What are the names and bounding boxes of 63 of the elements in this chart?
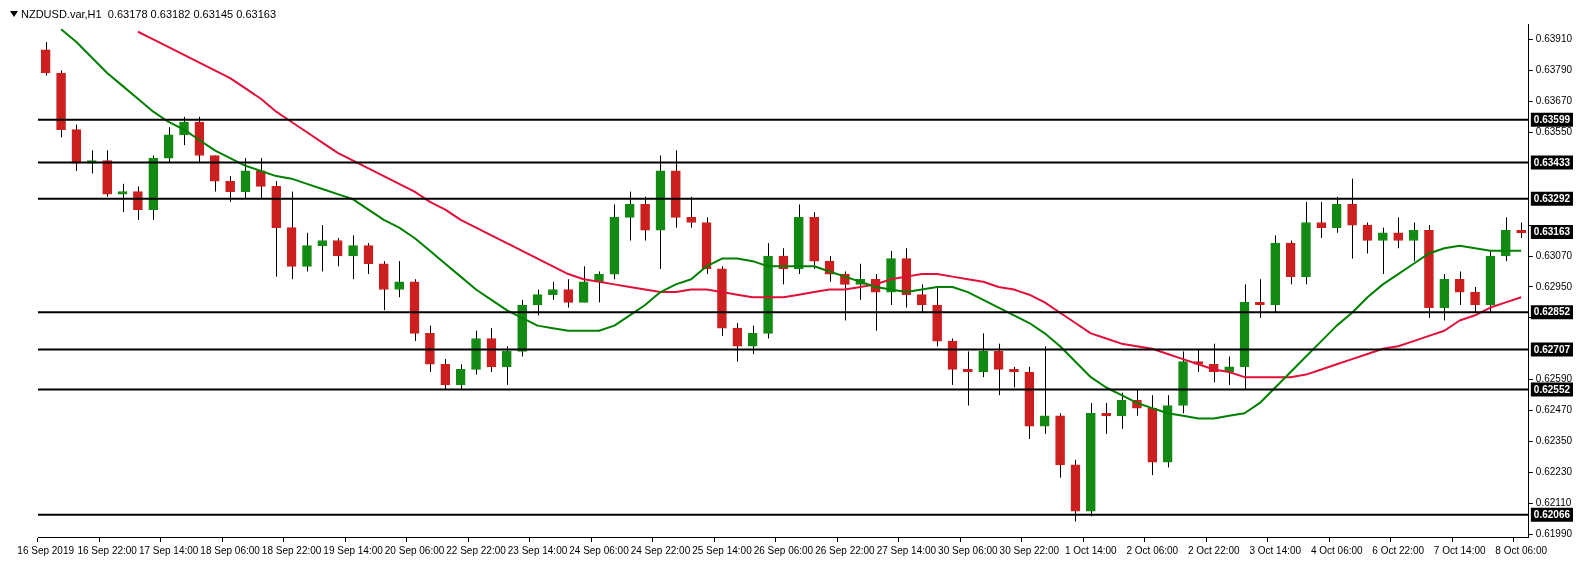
x-tick-label: 3 Oct 14:00 — [1249, 544, 1302, 556]
annotation: 0.63163 — [1533, 226, 1571, 238]
candlestick — [563, 278, 574, 309]
x-tick-label: 26 Sep 06:00 — [753, 544, 814, 556]
x-tick-label: 7 Oct 14:00 — [1433, 544, 1486, 556]
candlestick — [317, 224, 328, 272]
x-tick-label: 8 Oct 06:00 — [1495, 544, 1548, 556]
x-tick-label: 25 Sep 14:00 — [692, 544, 753, 556]
y-tick-label: 0.63550 — [1535, 126, 1573, 138]
y-tick-label: 0.62950 — [1535, 280, 1573, 292]
candlestick — [578, 265, 589, 303]
x-tick-label: 2 Oct 22:00 — [1187, 544, 1241, 556]
candlestick — [1362, 222, 1373, 254]
x-tick-label: 18 Sep 06:00 — [200, 544, 261, 556]
y-tick-label: 0.61990 — [1535, 528, 1573, 540]
y-tick-label: 0.63070 — [1535, 249, 1573, 261]
candlestick — [1408, 222, 1419, 262]
candlestick — [363, 242, 374, 275]
candlestick — [1378, 227, 1388, 275]
x-tick-label: 19 Sep 14:00 — [323, 544, 384, 556]
x-tick-label: 30 Sep 06:00 — [938, 544, 999, 556]
candlestick — [332, 237, 343, 267]
ref-line-label: 0.63433 — [1533, 156, 1571, 168]
ref-line-label: 0.62707 — [1533, 343, 1571, 355]
candlestick — [40, 41, 51, 77]
x-tick-label: 1 Oct 14:00 — [1064, 544, 1118, 556]
candlestick — [1316, 201, 1327, 239]
y-tick-label: 0.62350 — [1535, 435, 1573, 447]
x-tick-label: 16 Sep 2019 — [17, 544, 75, 556]
y-tick-label: 0.63670 — [1535, 95, 1573, 107]
x-tick-label: 17 Sep 14:00 — [138, 544, 199, 556]
chart-title: NZDUSD.var,H1 0.63178 0.63182 0.63145 0.63163 — [21, 8, 277, 20]
candlestick — [348, 234, 358, 280]
candlestick — [594, 270, 604, 303]
candlestick — [1393, 216, 1404, 249]
candlestick — [1116, 392, 1127, 430]
ref-line-label: 0.62066 — [1533, 509, 1571, 521]
x-tick-label: 26 Sep 22:00 — [815, 544, 876, 556]
x-tick-label: 22 Sep 22:00 — [446, 544, 507, 556]
x-tick-label: 16 Sep 22:00 — [77, 544, 138, 556]
y-tick-label: 0.62110 — [1535, 497, 1572, 509]
y-tick-label: 0.62590 — [1535, 373, 1573, 385]
y-tick-label: 0.63790 — [1535, 64, 1573, 76]
ref-line-label: 0.63599 — [1533, 113, 1571, 125]
x-tick-label: 6 Oct 22:00 — [1372, 544, 1425, 556]
ref-line-label: 0.63292 — [1533, 193, 1571, 205]
candlestick — [302, 232, 312, 272]
x-tick-label: 18 Sep 22:00 — [261, 544, 322, 556]
x-tick-label: 23 Sep 14:00 — [507, 544, 568, 556]
y-tick-label: 0.62230 — [1535, 466, 1573, 478]
x-tick-label: 24 Sep 06:00 — [569, 544, 630, 556]
candlestick — [548, 281, 558, 301]
ref-line-label: 0.62852 — [1533, 306, 1571, 318]
x-tick-label: 30 Sep 22:00 — [999, 544, 1060, 556]
x-tick-label: 20 Sep 06:00 — [384, 544, 445, 556]
ref-line-label: 0.62552 — [1533, 383, 1571, 395]
candlestick — [394, 260, 405, 298]
x-tick-label: 2 Oct 06:00 — [1126, 544, 1179, 556]
x-tick-label: 24 Sep 22:00 — [630, 544, 691, 556]
x-tick-label: 27 Sep 14:00 — [876, 544, 937, 556]
y-tick-label: 0.63910 — [1535, 33, 1573, 45]
x-tick-label: 4 Oct 06:00 — [1310, 544, 1364, 556]
y-tick-label: 0.62470 — [1535, 404, 1573, 416]
